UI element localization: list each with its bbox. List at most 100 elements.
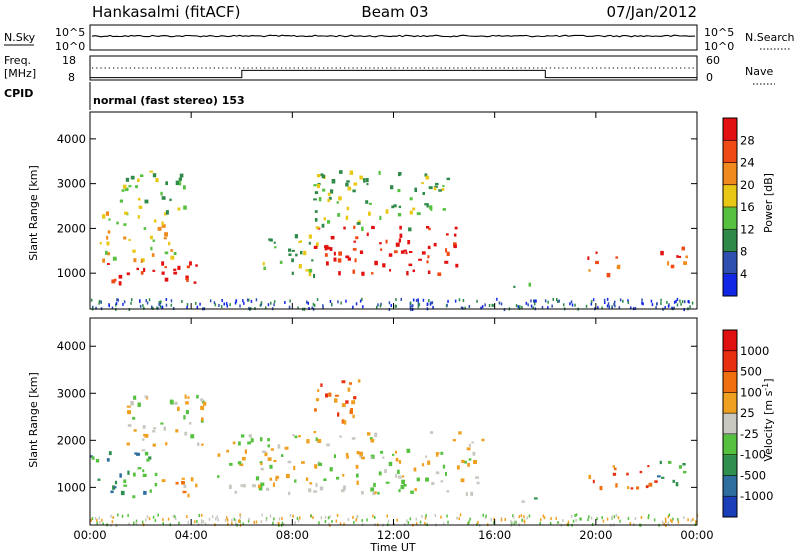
near-range-cell — [428, 299, 430, 302]
near-range-cell — [515, 520, 517, 524]
scatter-cell — [186, 278, 189, 282]
scatter-cell — [196, 442, 200, 446]
near-range-cell — [111, 306, 114, 310]
near-range-cell — [229, 303, 231, 307]
scatter-cell — [391, 205, 395, 209]
near-range-cell — [294, 521, 296, 525]
scatter-cell — [260, 467, 264, 471]
near-range-cell — [186, 515, 188, 519]
scatter-cell — [353, 396, 357, 400]
scatter-cell — [476, 481, 480, 485]
near-range-cell — [329, 515, 331, 519]
scatter-cell — [333, 454, 336, 459]
scatter-cell — [354, 258, 357, 263]
near-range-cell — [152, 515, 155, 519]
near-range-cell — [590, 302, 593, 306]
velocity-panel: 1000 2000 3000 4000 00:00 04:00 08:00 12:00 16:… — [27, 112, 775, 554]
scatter-cell — [616, 266, 621, 270]
scatter-cell — [627, 486, 630, 490]
scatter-cell — [359, 451, 363, 456]
near-range-cell — [339, 522, 342, 526]
scatter-cell — [137, 215, 140, 219]
scatter-cell — [143, 490, 147, 495]
colorbar-swatch — [723, 475, 737, 497]
near-range-cell — [572, 519, 575, 523]
near-range-cell — [214, 303, 217, 307]
near-range-cell — [667, 304, 670, 308]
near-range-cell — [128, 522, 130, 526]
scatter-cell — [321, 223, 325, 228]
scatter-cell — [328, 196, 332, 200]
scatter-cell — [337, 258, 342, 263]
near-range-cell — [580, 517, 582, 521]
near-range-cell — [629, 522, 632, 525]
colorbar-swatch — [723, 229, 737, 252]
scatter-cell — [182, 185, 186, 190]
near-range-cell — [117, 513, 119, 517]
scatter-cell — [173, 268, 177, 271]
scatter-cell — [339, 435, 342, 438]
scatter-cell — [268, 238, 272, 241]
near-range-cell — [614, 304, 616, 308]
scatter-cell — [108, 218, 111, 221]
near-range-cell — [608, 305, 610, 309]
scatter-cell — [186, 265, 190, 269]
near-range-cell — [412, 298, 415, 302]
near-range-cell — [491, 303, 493, 307]
scatter-cell — [345, 452, 349, 456]
near-range-cell — [242, 299, 244, 303]
near-range-cell — [154, 519, 157, 522]
scatter-cell — [345, 400, 349, 404]
scatter-cell — [341, 403, 346, 408]
near-range-cell — [324, 515, 327, 519]
scatter-cell — [441, 188, 445, 191]
colorbar-tick-label: 1000 — [740, 344, 769, 358]
near-range-cell — [679, 299, 681, 303]
near-range-cell — [90, 518, 92, 522]
scatter-cell — [126, 442, 130, 446]
scatter-cell — [683, 470, 687, 474]
near-range-cell — [552, 297, 554, 301]
noise-top-tick-right: 10^5 — [704, 26, 734, 39]
colorbar-tick-label: 8 — [740, 245, 747, 259]
scatter-cell — [416, 477, 420, 482]
colorbar-tick-label: 24 — [740, 156, 755, 170]
near-range-cell — [513, 515, 515, 519]
near-range-cell — [96, 518, 98, 522]
near-range-cell — [390, 304, 392, 308]
near-range-cell — [158, 302, 160, 306]
near-range-cell — [510, 521, 513, 525]
near-range-cell — [480, 306, 482, 310]
near-range-cell — [619, 519, 621, 523]
colorbar-tick-label: 4 — [740, 267, 747, 281]
scatter-cell — [329, 247, 333, 251]
near-range-cell — [273, 300, 276, 304]
scatter-cell — [260, 482, 265, 486]
scatter-cell — [132, 249, 136, 253]
near-range-cell — [447, 299, 449, 303]
scatter-cell — [146, 458, 150, 462]
near-range-cell — [521, 518, 523, 522]
near-range-cell — [445, 304, 448, 308]
scatter-cell — [292, 434, 295, 437]
scatter-cell — [105, 211, 110, 216]
scatter-cell — [406, 448, 411, 453]
scatter-cell — [475, 476, 479, 479]
scatter-cell — [521, 500, 525, 503]
scatter-cell — [133, 258, 137, 263]
near-range-cell — [374, 516, 376, 519]
scatter-cell — [466, 447, 471, 451]
near-range-cell — [316, 298, 319, 302]
scatter-cell — [184, 431, 188, 436]
scatter-cell — [615, 256, 619, 259]
scatter-cell — [239, 463, 244, 467]
near-range-cell — [477, 520, 479, 524]
scatter-cell — [595, 251, 598, 254]
near-range-cell — [198, 514, 200, 517]
scatter-cell — [123, 223, 127, 226]
near-range-cell — [200, 513, 203, 517]
scatter-cell — [430, 431, 434, 434]
scatter-cell — [291, 249, 295, 252]
near-range-cell — [517, 305, 520, 309]
scatter-cell — [313, 245, 318, 249]
